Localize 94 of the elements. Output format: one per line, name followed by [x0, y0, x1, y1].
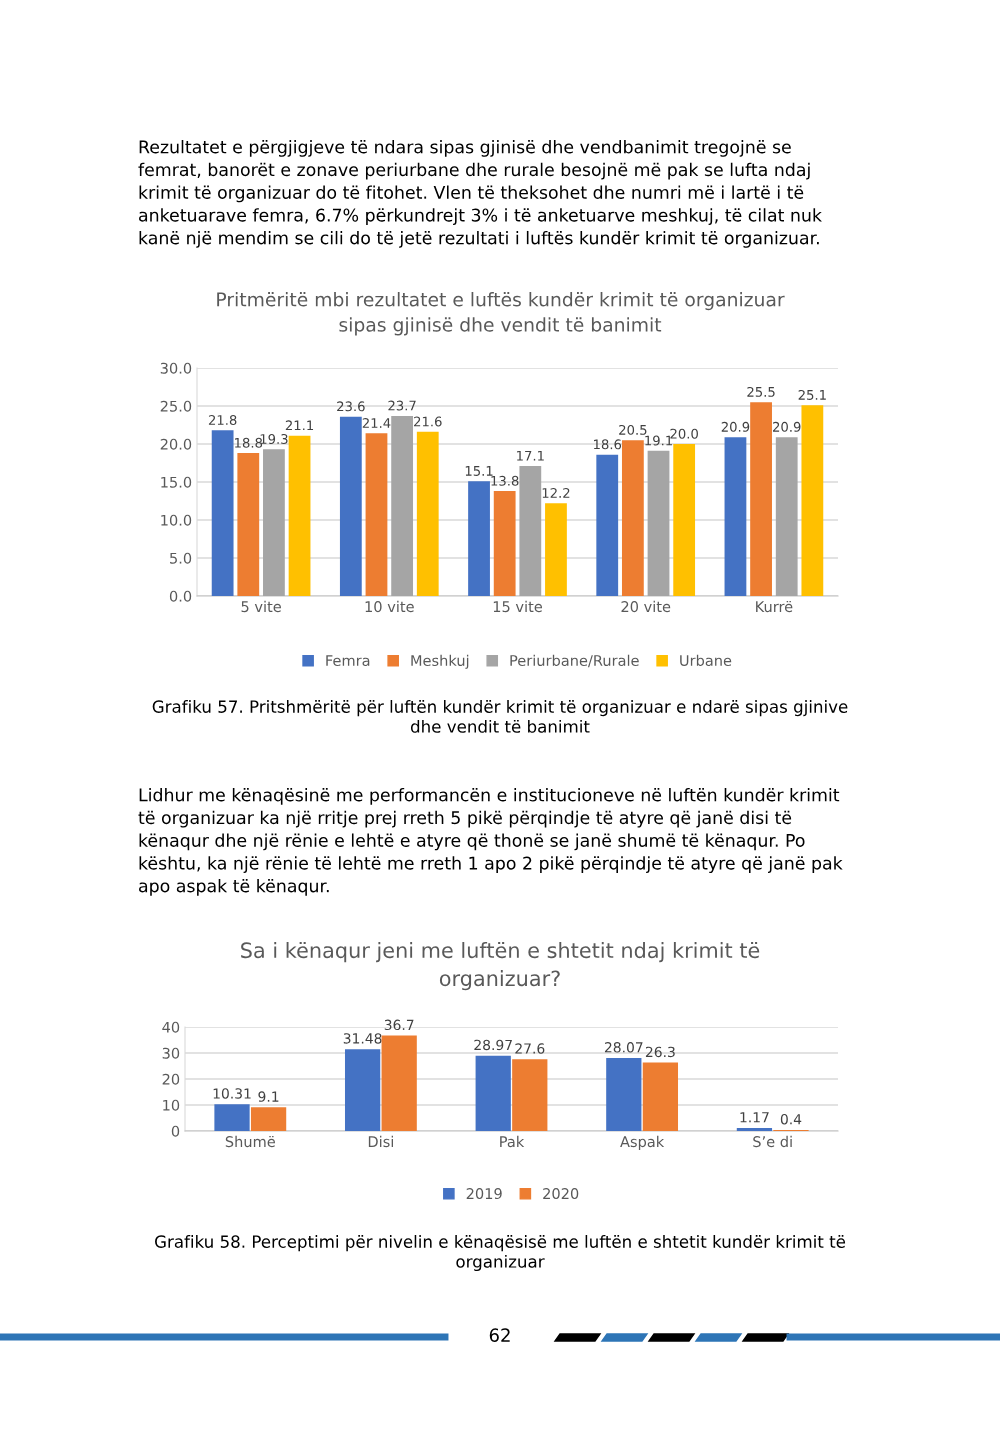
data-label: 19.3	[260, 434, 288, 444]
bar	[344, 1049, 381, 1131]
x-tick-label: 15 vite	[493, 600, 543, 613]
bar	[673, 444, 696, 596]
x-tick-label: Shumë	[225, 1135, 275, 1148]
x-tick-label: 10 vite	[365, 600, 414, 613]
data-label: 18.6	[594, 439, 622, 450]
bar	[468, 481, 490, 596]
x-tick-label: 5 vite	[241, 600, 281, 613]
data-label: 19.1	[645, 435, 672, 446]
bar	[493, 491, 516, 596]
bar	[596, 454, 619, 596]
x-tick-label: Aspak	[620, 1135, 665, 1150]
bar	[775, 437, 798, 596]
data-label: 21.1	[285, 420, 314, 431]
data-label: 26.3	[645, 1046, 675, 1058]
x-tick-label: 20 vite	[621, 600, 671, 613]
bar	[545, 503, 567, 596]
chart-title: Sa i kënaqur jeni me luftën e shtetit ndaj krimit të organizuar?	[241, 942, 760, 991]
bar	[381, 1035, 417, 1131]
data-label: 20.9	[721, 421, 750, 432]
data-label: 23.7	[388, 400, 416, 411]
y-tick-label: 15.0	[161, 476, 192, 488]
y-tick-label: 0	[171, 1125, 180, 1137]
text: Lidhur me kënaqësinë me performancën e institucioneve në luftën kundër krimit të organizuar ka një rritje prej rreth 5 pikë përqindje të atyre që janë disi të kënaqur dhe një rënie e lehtë e atyre që thonë se janë shumë të kënaqur. Po kështu, ka një rënie të lehtë me rreth 1 apo 2 pikë përqindje të atyre që janë pak apo aspak të kënaqur.	[138, 788, 843, 896]
bar	[724, 437, 747, 596]
data-label: 21.4	[362, 418, 391, 428]
data-label: 1.17	[740, 1112, 769, 1123]
chart-title: Pritmëritë mbi rezultatet e luftës kundër krimit të organizuar sipas gjinisë dhe vendit të banimit	[217, 292, 785, 336]
bar	[519, 466, 542, 596]
bar	[801, 405, 824, 596]
data-label: 25.1	[798, 389, 826, 400]
data-label: 0.4	[780, 1113, 802, 1125]
legend-label: 2020	[543, 1188, 579, 1200]
y-tick-label: 10	[163, 1099, 180, 1111]
data-label: 21.8	[208, 415, 237, 425]
data-label: 18.8	[235, 437, 263, 448]
data-label: 31.48	[343, 1033, 382, 1044]
bar	[391, 415, 414, 596]
bar	[642, 1062, 679, 1131]
bar	[365, 433, 388, 596]
text: 62	[489, 1328, 510, 1342]
text: Grafiku 58. Perceptimi për nivelin e kënaqësisë me luftën e shtetit kundër krimit të organizuar	[155, 1235, 846, 1272]
data-label: 20.5	[619, 424, 647, 435]
y-tick-label: 0.0	[169, 590, 192, 602]
y-tick-label: 5.0	[170, 552, 192, 564]
bar	[736, 1127, 773, 1131]
data-label: 13.8	[491, 475, 519, 486]
bar	[288, 435, 311, 596]
bar	[263, 449, 285, 596]
data-label: 10.31	[213, 1088, 251, 1099]
y-tick-label: 20	[162, 1073, 180, 1085]
bar	[214, 1104, 250, 1131]
data-label: 36.7	[384, 1019, 414, 1031]
data-label: 27.6	[515, 1043, 545, 1054]
data-label: 9.1	[258, 1091, 279, 1102]
bar	[512, 1059, 548, 1131]
bar	[416, 431, 439, 596]
data-label: 15.1	[465, 466, 493, 476]
bar	[475, 1055, 511, 1131]
data-label: 28.97	[474, 1039, 512, 1051]
y-tick-label: 10.0	[161, 514, 192, 526]
text: Rezultatet e përgjigjeve të ndara sipas gjinisë dhe vendbanimit tregojnë se femrat, banorët e zonave periurbane dhe rurale besojnë më pak se lufta ndaj krimit të organizuar do të fitohet. Vlen të theksohet dhe numri më i lartë i të anketuarave femra, 6.7% përkundrejt 3% i të anketuarve meshkuj, të cilat nuk kanë një mendim se cili do të jetë rezultati i luftës kundër krimit të organizuar.	[138, 140, 822, 248]
bar	[606, 1058, 642, 1131]
legend-label: Urbane	[680, 654, 732, 667]
data-label: 23.6	[337, 401, 365, 412]
y-tick-label: 40	[162, 1021, 180, 1033]
y-tick-label: 30	[162, 1047, 180, 1059]
data-label: 28.07	[604, 1042, 643, 1053]
x-tick-label: Disi	[368, 1135, 393, 1148]
bar	[250, 1107, 287, 1131]
data-label: 21.6	[414, 416, 442, 427]
bar	[339, 416, 362, 596]
y-tick-label: 25.0	[160, 400, 192, 412]
text: Grafiku 57. Pritshmëritë për luftën kundër krimit të organizuar e ndarë sipas gjinive dhe vendit të banimit	[152, 700, 848, 733]
legend-label: 2019	[466, 1188, 502, 1200]
legend-label: Periurbane/Rurale	[510, 654, 639, 668]
legend-label: Femra	[326, 655, 370, 667]
y-tick-label: 30.0	[160, 362, 192, 374]
bar	[237, 453, 260, 596]
data-label: 17.1	[517, 450, 544, 461]
legend-label: Meshkuj	[411, 654, 469, 669]
y-tick-label: 20.0	[160, 438, 192, 450]
x-tick-label: S’e di	[753, 1135, 792, 1148]
x-tick-label: Pak	[500, 1135, 525, 1148]
data-label: 20.0	[670, 428, 698, 439]
data-label: 25.5	[747, 386, 775, 397]
bar	[647, 450, 670, 596]
data-label: 12.2	[542, 487, 570, 498]
bar	[211, 430, 234, 596]
bar	[621, 440, 644, 596]
x-tick-label: Kurrë	[756, 600, 793, 613]
data-label: 20.9	[773, 421, 801, 432]
bar	[750, 402, 772, 596]
